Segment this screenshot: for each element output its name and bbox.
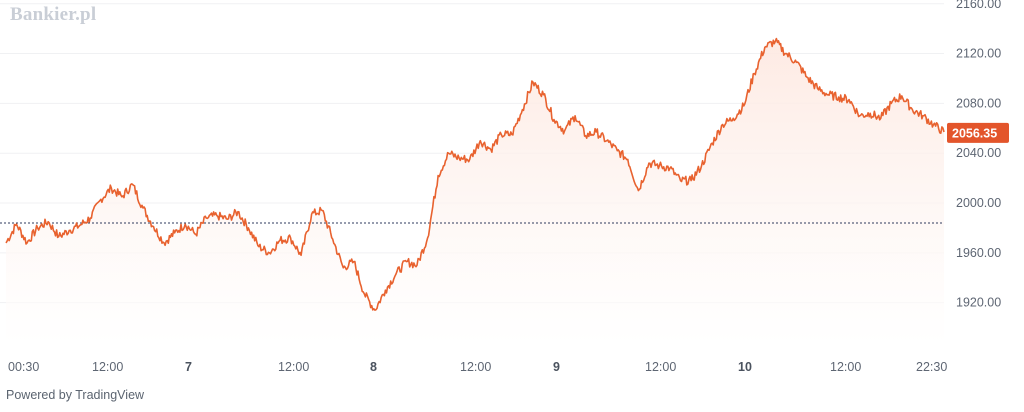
last-price-badge-box	[947, 122, 1009, 143]
price-series-line	[5, 37, 945, 311]
y-tick-label: 2000.00	[956, 196, 1001, 210]
y-tick-label: 2080.00	[956, 96, 1001, 110]
y-tick-label: 2040.00	[956, 146, 1001, 160]
x-tick-label: 12:00	[278, 360, 309, 374]
last-price-badge: 2056.35	[947, 122, 1009, 143]
x-axis: 00:30 12:00 7 12:00 8 12:00 9 12:00 10 12:00 22:30	[8, 360, 947, 374]
x-tick-label: 22:30	[916, 360, 947, 374]
last-price-label: 2056.35	[952, 126, 997, 140]
x-tick-label: 7	[185, 360, 192, 374]
bankier-logo: Bankier.pl	[10, 4, 97, 25]
y-tick-label: 2120.00	[956, 47, 1001, 61]
x-tick-label: 12:00	[92, 360, 123, 374]
x-tick-label: 9	[553, 360, 560, 374]
x-tick-label: 00:30	[8, 360, 39, 374]
y-tick-label: 2160.00	[956, 0, 1001, 11]
x-tick-label: 10	[738, 360, 752, 374]
price-area-fill	[6, 38, 944, 345]
x-tick-label: 12:00	[460, 360, 491, 374]
powered-by-tradingview[interactable]: Powered by TradingView	[6, 388, 145, 402]
y-axis: 1920.00 1960.00 2000.00 2040.00 2080.00 2120.…	[956, 0, 1001, 310]
x-tick-label: 8	[370, 360, 377, 374]
y-tick-label: 1920.00	[956, 296, 1001, 310]
x-tick-label: 12:00	[645, 360, 676, 374]
x-tick-label: 12:00	[830, 360, 861, 374]
y-tick-label: 1960.00	[956, 246, 1001, 260]
